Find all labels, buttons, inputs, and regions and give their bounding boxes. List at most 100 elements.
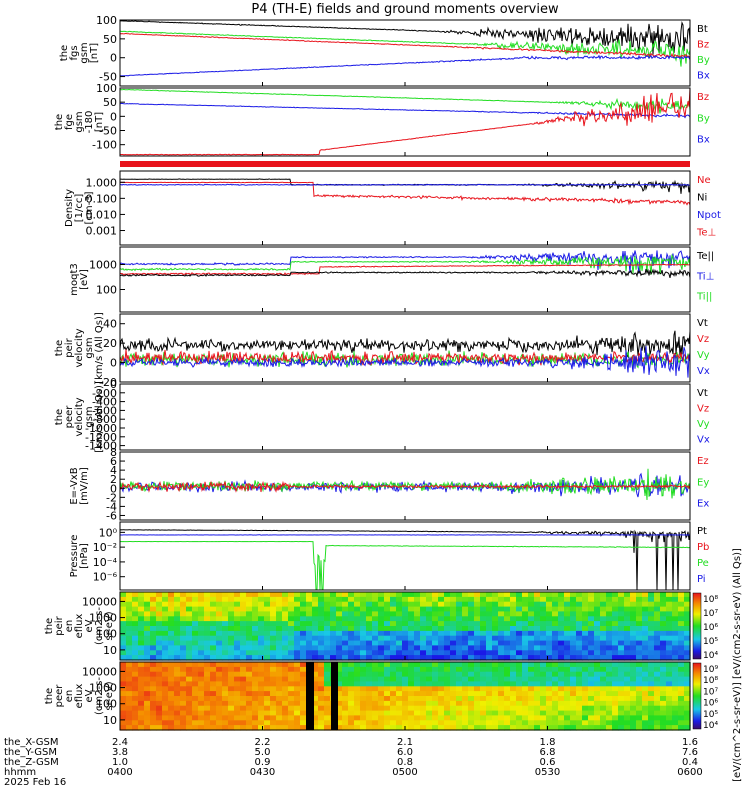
heatmap-cell bbox=[582, 630, 589, 637]
heatmap-cell bbox=[660, 705, 667, 712]
heatmap-cell bbox=[174, 621, 181, 627]
heatmap-cell bbox=[282, 630, 289, 637]
series-line-bx bbox=[119, 54, 691, 77]
heatmap-cell bbox=[318, 650, 325, 656]
y-axis-label: Pressure [nPa] bbox=[69, 535, 90, 578]
colorbar-tick-label: 10⁸ bbox=[703, 595, 718, 605]
heatmap-cell bbox=[480, 686, 487, 692]
heatmap-cell bbox=[168, 705, 175, 712]
heatmap-cell bbox=[636, 691, 643, 697]
heatmap-cell bbox=[672, 621, 679, 627]
heatmap-cell bbox=[264, 700, 271, 707]
heatmap-cell bbox=[174, 645, 181, 651]
heatmap-cell bbox=[648, 635, 655, 642]
heatmap-cell bbox=[366, 645, 373, 651]
heatmap-cell bbox=[234, 630, 241, 637]
heatmap-cell bbox=[228, 621, 235, 627]
heatmap-cell bbox=[318, 630, 325, 637]
heatmap-cell bbox=[450, 681, 457, 687]
heatmap-cell bbox=[324, 616, 331, 622]
heatmap-cell bbox=[480, 601, 487, 608]
heatmap-cell bbox=[396, 715, 403, 721]
heatmap-cell bbox=[480, 676, 487, 683]
heatmap-cell bbox=[486, 645, 493, 651]
heatmap-cell bbox=[588, 691, 595, 697]
heatmap-cell bbox=[462, 696, 469, 702]
heatmap-cell bbox=[552, 715, 559, 721]
heatmap-cell bbox=[150, 630, 157, 637]
heatmap-cell bbox=[138, 655, 145, 661]
heatmap-cell bbox=[486, 596, 493, 603]
heatmap-cell bbox=[516, 626, 523, 632]
heatmap-cell bbox=[372, 710, 379, 717]
heatmap-cell bbox=[186, 606, 193, 613]
heatmap-cell bbox=[324, 592, 331, 598]
heatmap-cell bbox=[576, 621, 583, 627]
heatmap-cell bbox=[360, 596, 367, 603]
heatmap-cell bbox=[630, 691, 637, 697]
heatmap-cell bbox=[546, 696, 553, 702]
heatmap-cell bbox=[216, 640, 223, 647]
y-axis-label-line: eflux bbox=[74, 614, 85, 639]
heatmap-cell bbox=[528, 596, 535, 603]
heatmap-cell bbox=[486, 715, 493, 721]
heatmap-cell bbox=[396, 705, 403, 712]
heatmap-cell bbox=[606, 645, 613, 651]
heatmap-cell bbox=[324, 715, 331, 721]
heatmap-cell bbox=[666, 645, 673, 651]
heatmap-cell bbox=[396, 662, 403, 668]
heatmap-cell bbox=[450, 696, 457, 702]
heatmap-cell bbox=[246, 655, 253, 661]
heatmap-cell bbox=[612, 691, 619, 697]
heatmap-cell bbox=[546, 705, 553, 712]
heatmap-cell bbox=[420, 700, 427, 707]
heatmap-cell bbox=[474, 621, 481, 627]
heatmap-cell bbox=[234, 671, 241, 678]
heatmap-cell bbox=[384, 696, 391, 702]
heatmap-cell bbox=[504, 645, 511, 651]
heatmap-cell bbox=[366, 710, 373, 717]
heatmap-cell bbox=[234, 640, 241, 647]
heatmap-cell bbox=[240, 650, 247, 656]
legend-npot: Npot bbox=[697, 210, 721, 221]
heatmap-cell bbox=[546, 710, 553, 717]
heatmap-cell bbox=[414, 725, 421, 731]
heatmap-cell bbox=[564, 710, 571, 717]
heatmap-cell bbox=[252, 725, 259, 731]
heatmap-cell bbox=[594, 635, 601, 642]
heatmap-cell bbox=[366, 630, 373, 637]
heatmap-cell bbox=[330, 655, 337, 661]
colorbar-tick-label: 10⁷ bbox=[703, 609, 718, 619]
heatmap-cell bbox=[282, 686, 289, 692]
heatmap-cell bbox=[204, 621, 211, 627]
heatmap-cell bbox=[324, 601, 331, 608]
heatmap-cell bbox=[156, 720, 163, 726]
y-axis-label-line: peer bbox=[54, 684, 65, 708]
y-tick-label: -800 bbox=[92, 413, 117, 426]
heatmap-cell bbox=[618, 700, 625, 707]
heatmap-cell bbox=[144, 671, 151, 678]
heatmap-cell bbox=[198, 705, 205, 712]
heatmap-cell bbox=[486, 655, 493, 661]
heatmap-cell bbox=[276, 621, 283, 627]
heatmap-cell bbox=[618, 621, 625, 627]
heatmap-cell bbox=[276, 592, 283, 598]
heatmap-cell bbox=[402, 715, 409, 721]
heatmap-cell bbox=[180, 611, 187, 617]
heatmap-cell bbox=[246, 601, 253, 608]
heatmap-cell bbox=[654, 666, 661, 673]
heatmap-cell bbox=[276, 655, 283, 661]
heatmap-cell bbox=[468, 616, 475, 622]
heatmap-cell bbox=[540, 621, 547, 627]
heatmap-cell bbox=[552, 655, 559, 661]
heatmap-cell bbox=[606, 681, 613, 687]
heatmap-cell bbox=[600, 626, 607, 632]
heatmap-cell bbox=[480, 630, 487, 637]
heatmap-cell bbox=[492, 596, 499, 603]
heatmap-cell bbox=[234, 715, 241, 721]
heatmap-cell bbox=[144, 606, 151, 613]
heatmap-cell bbox=[282, 662, 289, 668]
heatmap-cell bbox=[522, 616, 529, 622]
heatmap-cell bbox=[630, 626, 637, 632]
heatmap-cell bbox=[480, 725, 487, 731]
